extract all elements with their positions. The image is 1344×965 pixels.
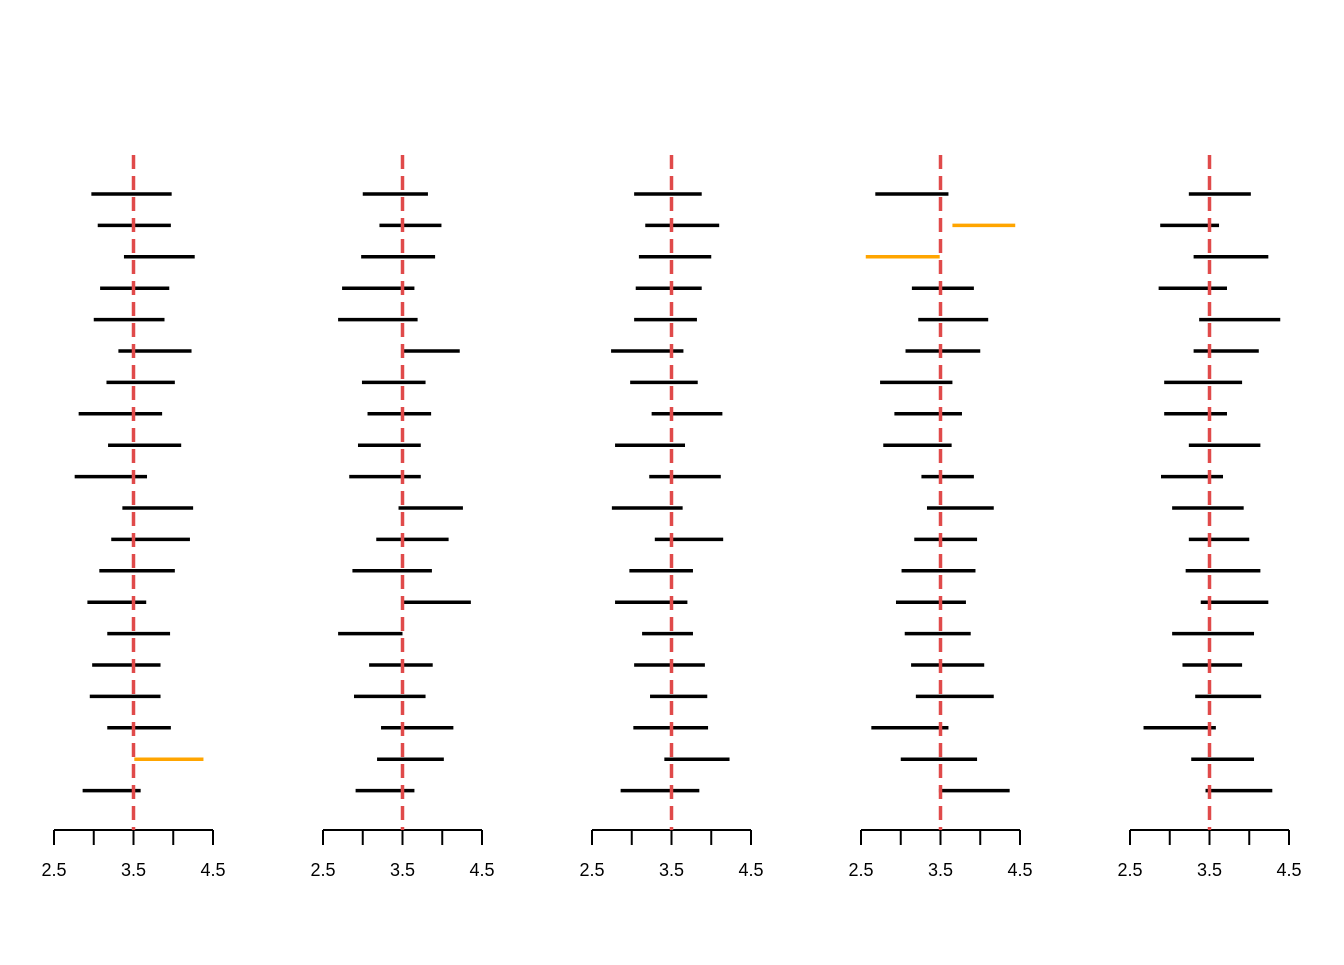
panel-2: 2.5 3.5 4.5: [310, 155, 495, 880]
x-tick-label: 4.5: [469, 860, 494, 880]
x-tick-label: 3.5: [390, 860, 415, 880]
panel-3: 2.5 3.5 4.5: [579, 155, 764, 880]
x-tick-label: 3.5: [1197, 860, 1222, 880]
x-tick-label: 2.5: [1117, 860, 1142, 880]
x-tick-label: 3.5: [659, 860, 684, 880]
x-tick-label: 3.5: [928, 860, 953, 880]
x-tick-label: 2.5: [41, 860, 66, 880]
x-tick-label: 4.5: [1276, 860, 1301, 880]
x-tick-label: 2.5: [848, 860, 873, 880]
x-tick-label: 3.5: [121, 860, 146, 880]
panel-1: 2.5 3.5 4.5: [41, 155, 226, 880]
x-tick-label: 4.5: [738, 860, 763, 880]
x-tick-label: 2.5: [579, 860, 604, 880]
x-tick-label: 2.5: [310, 860, 335, 880]
panel-4: 2.5 3.5 4.5: [848, 155, 1033, 880]
panel-5: 2.5 3.5 4.5: [1117, 155, 1302, 880]
x-tick-label: 4.5: [200, 860, 225, 880]
x-tick-label: 4.5: [1007, 860, 1032, 880]
